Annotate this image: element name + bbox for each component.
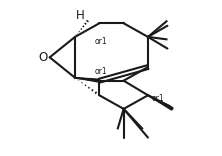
Polygon shape: [75, 78, 99, 82]
Text: or1: or1: [95, 37, 107, 46]
Text: H: H: [75, 10, 84, 22]
Text: or1: or1: [95, 67, 107, 76]
Text: or1: or1: [152, 94, 165, 103]
Text: O: O: [39, 51, 48, 64]
Polygon shape: [148, 95, 173, 110]
